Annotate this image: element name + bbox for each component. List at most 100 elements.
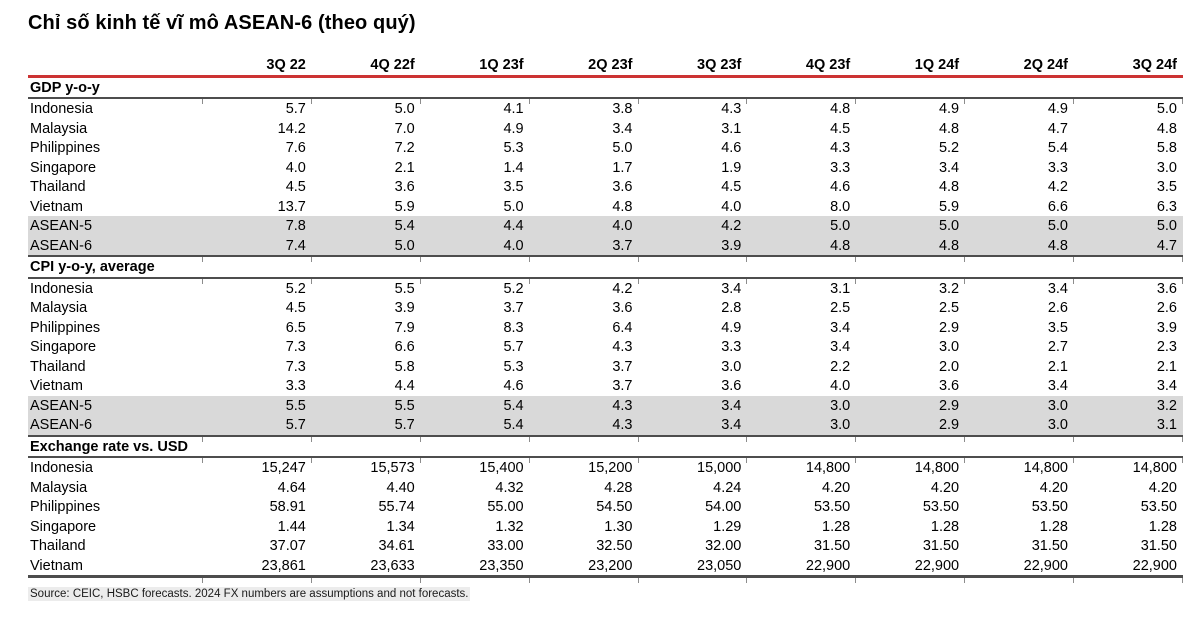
cell-value: 15,200 <box>529 457 639 478</box>
cell-value: 6.4 <box>612 319 633 336</box>
cell-value: 2.1 <box>1156 358 1177 375</box>
cell-value: 1.32 <box>495 518 524 535</box>
cell-value: 4.0 <box>721 198 742 215</box>
cell-value: 4.5 <box>285 300 306 316</box>
cell-value: 3.0 <box>1156 159 1177 176</box>
cell-value: 5.2 <box>203 277 312 298</box>
cell-value: 3.0 <box>721 358 742 375</box>
cell-value: 5.7 <box>203 98 312 119</box>
row-label: Thailand <box>30 179 86 195</box>
bottom-tick-row <box>28 576 1183 583</box>
cell-value: 1.30 <box>604 518 633 535</box>
cell-value: 4.8 <box>747 98 857 119</box>
table-row: Philippines 7.6 7.2 5.3 5.0 4.6 4.3 5.2 5.4 5.8 <box>28 138 1183 158</box>
cell-value: 23,050 <box>638 555 748 578</box>
table-row: Singapore 1.44 1.34 1.32 1.30 1.29 1.28 1.28 1.2… <box>28 517 1183 537</box>
section-empty-cell <box>420 256 530 279</box>
section-empty-cell <box>1074 435 1183 458</box>
cell-value: 2.1 <box>1047 358 1068 375</box>
tick-cell <box>28 576 203 583</box>
column-header: 3Q 23f <box>638 55 748 78</box>
cell-value: 3.7 <box>612 378 633 394</box>
cell-value: 2.6 <box>1156 300 1177 316</box>
cell-value: 4.40 <box>386 479 415 496</box>
cell-value: 5.4 <box>420 415 530 437</box>
cell-value: 2.5 <box>938 300 960 316</box>
column-header: 1Q 24f <box>856 55 966 78</box>
row-label: Singapore <box>30 339 97 355</box>
cell-value: 1.28 <box>1148 518 1177 535</box>
cell-value: 15,247 <box>203 457 312 478</box>
section-header-row: CPI y-o-y, average <box>28 256 1183 279</box>
cell-value: 2.2 <box>830 358 851 375</box>
tick-cell <box>638 576 748 583</box>
cell-value: 4.6 <box>830 179 851 195</box>
cell-value: 4.5 <box>721 179 742 195</box>
cell-value: 55.00 <box>487 499 524 515</box>
table-row: Indonesia 5.7 5.0 4.1 3.8 4.3 4.8 4.9 4.9 5.0 <box>28 98 1183 119</box>
cell-value: 31.50 <box>922 538 960 554</box>
cell-value: 5.2 <box>938 140 960 156</box>
table-row: Vietnam 23,861 23,633 23,350 23,200 23,050 22,… <box>28 555 1183 578</box>
cell-value: 33.00 <box>487 538 524 554</box>
table-row: Thailand 4.5 3.6 3.5 3.6 4.5 4.6 4.8 4.2 3.5 <box>28 177 1183 197</box>
cell-value: 23,350 <box>420 555 530 578</box>
cell-value: 6.6 <box>394 339 415 355</box>
column-header: 2Q 23f <box>529 55 639 78</box>
section-empty-cell <box>203 76 312 99</box>
cell-value: 7.2 <box>394 140 415 156</box>
table-row: Thailand 37.07 34.61 33.00 32.50 32.00 31.50 31… <box>28 536 1183 556</box>
cell-value: 1.4 <box>503 159 524 176</box>
cell-value: 3.6 <box>721 378 742 394</box>
cell-value: 8.3 <box>503 319 524 336</box>
cell-value: 5.4 <box>311 216 421 236</box>
table-row: Indonesia 5.2 5.5 5.2 4.2 3.4 3.1 3.2 3.4 3.6 <box>28 277 1183 298</box>
cell-value: 4.3 <box>529 415 639 437</box>
cell-value: 3.3 <box>285 378 306 394</box>
cell-value: 7.4 <box>203 235 312 257</box>
section-label: Exchange rate vs. USD <box>28 435 203 458</box>
cell-value: 5.0 <box>311 235 421 257</box>
section-empty-cell <box>965 76 1074 99</box>
cell-value: 4.6 <box>721 140 742 156</box>
cell-value: 3.4 <box>965 277 1074 298</box>
cell-value: 4.20 <box>930 479 960 496</box>
cell-value: 4.8 <box>856 235 966 257</box>
section-empty-cell <box>420 76 530 99</box>
section-empty-cell <box>747 256 857 279</box>
section-empty-cell <box>747 76 857 99</box>
row-label: ASEAN-6 <box>28 415 203 437</box>
cell-value: 4.20 <box>1039 479 1068 496</box>
column-header: 1Q 23f <box>420 55 530 78</box>
table-body: GDP y-o-y Indonesia 5.7 5.0 4.1 3.8 4.3 4.8 4.9 4… <box>28 76 1183 583</box>
cell-value: 22,900 <box>747 555 857 578</box>
tick-cell <box>747 576 857 583</box>
cell-value: 4.5 <box>285 179 306 195</box>
section-empty-cell <box>529 435 639 458</box>
row-label: Philippines <box>30 140 101 156</box>
cell-value: 3.3 <box>1047 159 1068 176</box>
cell-value: 3.8 <box>529 98 639 119</box>
section-empty-cell <box>856 76 966 99</box>
cell-value: 53.50 <box>813 499 851 515</box>
cell-value: 5.2 <box>420 277 530 298</box>
table-row: Malaysia 14.2 7.0 4.9 3.4 3.1 4.5 4.8 4.7 4.8 <box>28 119 1183 139</box>
cell-value: 1.28 <box>822 518 851 535</box>
cell-value: 55.74 <box>378 499 415 515</box>
cell-value: 4.3 <box>612 339 633 355</box>
cell-value: 3.0 <box>938 339 960 355</box>
cell-value: 4.4 <box>420 216 530 236</box>
cell-value: 4.8 <box>938 120 960 137</box>
cell-value: 4.8 <box>747 235 857 257</box>
cell-value: 3.1 <box>721 120 742 137</box>
section-empty-cell <box>529 76 639 99</box>
tick-cell <box>856 576 966 583</box>
cell-value: 15,573 <box>311 457 421 478</box>
row-label: ASEAN-5 <box>28 216 203 236</box>
cell-value: 32.00 <box>705 538 742 554</box>
cell-value: 22,900 <box>856 555 966 578</box>
cell-value: 2.8 <box>721 300 742 316</box>
cell-value: 7.6 <box>285 140 306 156</box>
source-note: Source: CEIC, HSBC forecasts. 2024 FX nu… <box>28 587 1183 601</box>
section-empty-cell <box>529 256 639 279</box>
